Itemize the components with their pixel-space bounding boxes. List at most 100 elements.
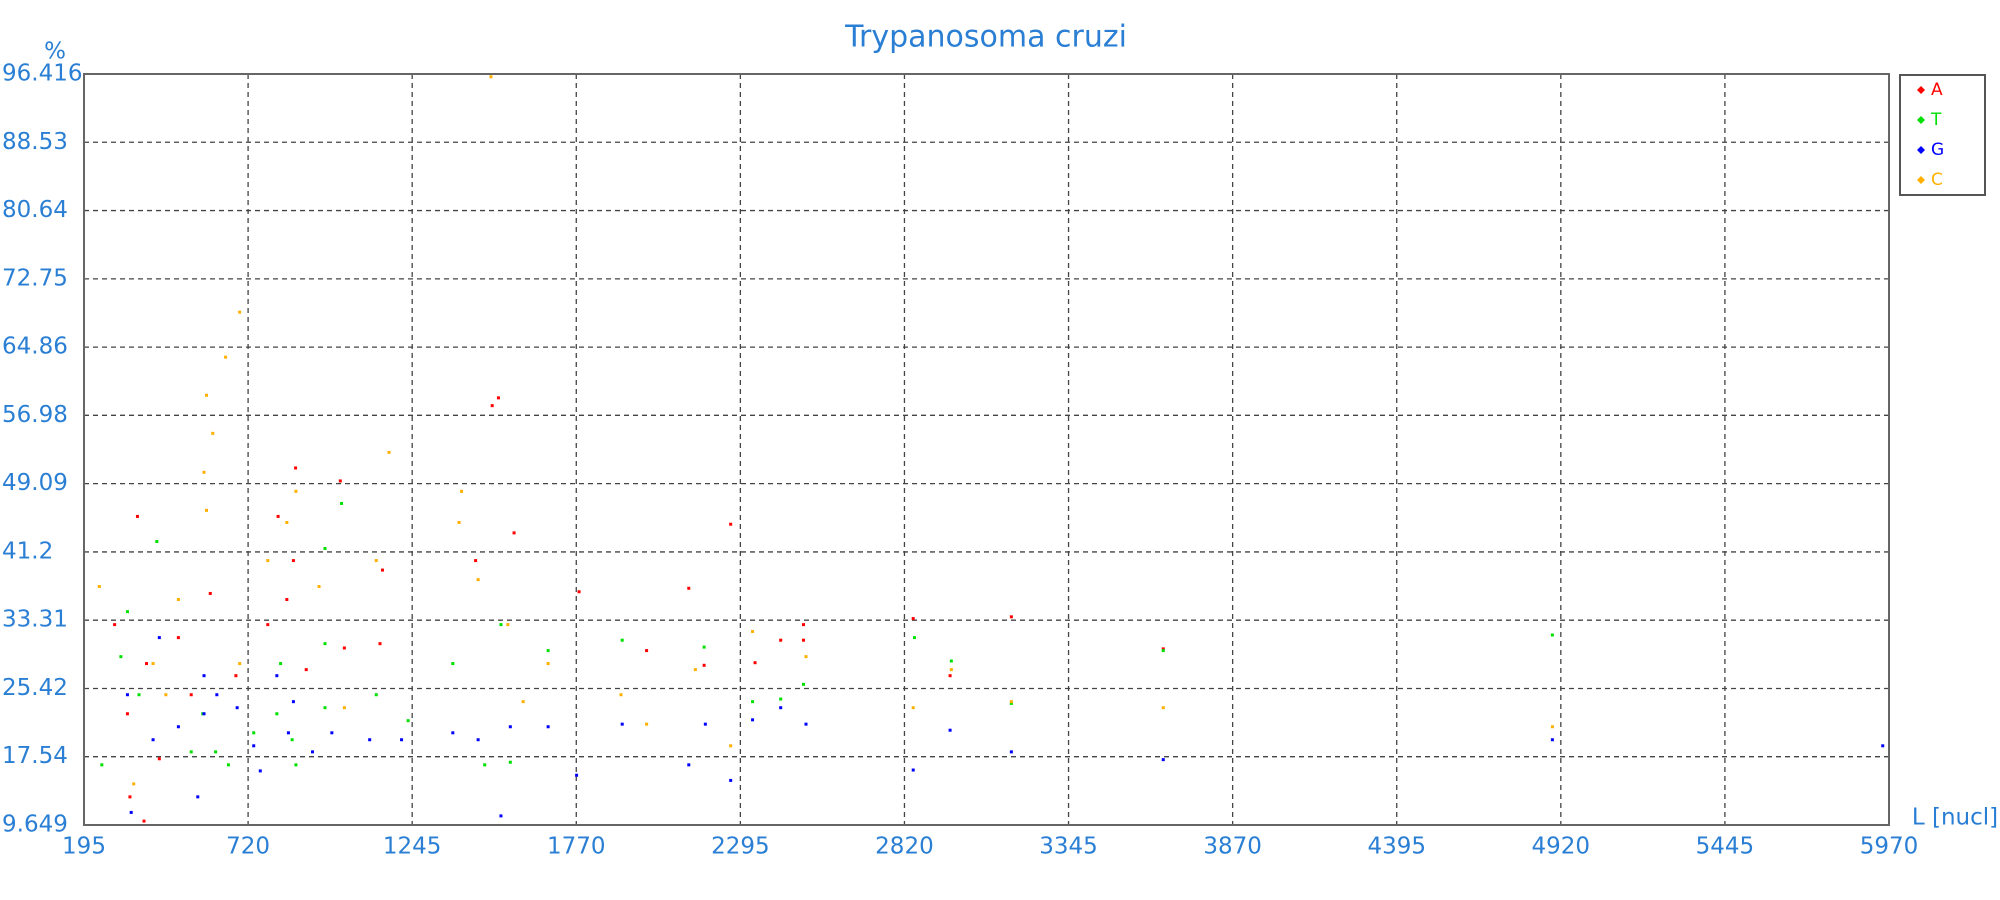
chart-title: Trypanosoma cruzi xyxy=(844,20,1127,55)
x-tick-label: 3345 xyxy=(1039,834,1098,860)
point xyxy=(499,623,503,627)
point xyxy=(151,738,155,742)
point xyxy=(310,750,314,754)
point xyxy=(157,636,161,640)
point xyxy=(125,693,129,697)
point xyxy=(457,520,461,524)
point xyxy=(340,501,344,505)
y-tick-label: 96.416 xyxy=(2,61,82,87)
point xyxy=(476,738,480,742)
point xyxy=(912,636,916,640)
point xyxy=(135,514,139,518)
point xyxy=(155,540,159,544)
point xyxy=(753,661,757,665)
point xyxy=(779,638,783,642)
point xyxy=(804,722,808,726)
point xyxy=(801,682,805,686)
point xyxy=(620,638,624,642)
point xyxy=(368,738,372,742)
point xyxy=(546,725,550,729)
point xyxy=(400,738,404,742)
point xyxy=(546,662,550,666)
point xyxy=(275,712,279,716)
point xyxy=(521,700,525,704)
point xyxy=(208,591,212,595)
point xyxy=(406,719,410,723)
point xyxy=(100,763,104,767)
point xyxy=(294,466,298,470)
point xyxy=(342,646,346,650)
legend-marker xyxy=(1917,116,1925,124)
point xyxy=(387,450,391,454)
point xyxy=(97,585,101,589)
legend-marker xyxy=(1917,146,1925,154)
point xyxy=(330,731,334,735)
point xyxy=(1161,649,1165,653)
point xyxy=(1161,706,1165,710)
point xyxy=(205,393,209,397)
point xyxy=(275,674,279,678)
x-tick-label: 4920 xyxy=(1532,834,1591,860)
point xyxy=(687,586,691,590)
point xyxy=(687,763,691,767)
point xyxy=(211,431,215,435)
point xyxy=(286,731,290,735)
point xyxy=(451,731,455,735)
point xyxy=(949,668,953,672)
x-tick-label: 2820 xyxy=(875,834,934,860)
point xyxy=(119,655,123,659)
point xyxy=(235,706,239,710)
point xyxy=(460,489,464,493)
legend-label: G xyxy=(1931,140,1944,160)
point xyxy=(1009,701,1013,705)
point xyxy=(290,738,294,742)
point xyxy=(1881,744,1885,748)
point xyxy=(238,310,242,314)
point xyxy=(577,590,581,594)
point xyxy=(451,662,455,666)
point xyxy=(702,663,706,667)
point xyxy=(252,744,256,748)
point xyxy=(508,725,512,729)
y-tick-label: 49.09 xyxy=(2,470,68,496)
point xyxy=(751,700,755,704)
y-tick-label: 17.54 xyxy=(2,743,68,769)
point xyxy=(380,568,384,572)
point xyxy=(546,649,550,653)
point xyxy=(266,623,270,627)
y-tick-label: 72.75 xyxy=(2,265,68,291)
point xyxy=(304,668,308,672)
legend-box xyxy=(1899,74,1986,196)
x-axis-label: L [nucl] xyxy=(1912,805,1998,831)
point xyxy=(948,728,952,732)
point xyxy=(164,693,168,697)
point xyxy=(1009,700,1013,704)
y-tick-label: 88.53 xyxy=(2,129,68,155)
point xyxy=(645,649,649,653)
x-tick-label: 720 xyxy=(226,834,270,860)
point xyxy=(508,760,512,764)
legend-label: A xyxy=(1931,80,1943,100)
point xyxy=(189,750,193,754)
point xyxy=(294,489,298,493)
point xyxy=(189,693,193,697)
point xyxy=(215,693,219,697)
point xyxy=(619,693,623,697)
point xyxy=(1009,615,1013,619)
legend-marker xyxy=(1917,176,1925,184)
point xyxy=(234,674,238,678)
point xyxy=(342,706,346,710)
y-tick-label: 80.64 xyxy=(2,197,68,223)
x-tick-label: 5970 xyxy=(1860,834,1919,860)
point xyxy=(911,617,915,621)
point xyxy=(506,623,510,627)
point xyxy=(801,623,805,627)
y-tick-label: 41.2 xyxy=(2,538,53,564)
point xyxy=(751,718,755,722)
point xyxy=(238,662,242,666)
x-tick-label: 1770 xyxy=(547,834,606,860)
point xyxy=(949,659,953,663)
point xyxy=(338,479,342,483)
legend-label: T xyxy=(1930,110,1942,130)
y-tick-label: 25.42 xyxy=(2,675,68,701)
